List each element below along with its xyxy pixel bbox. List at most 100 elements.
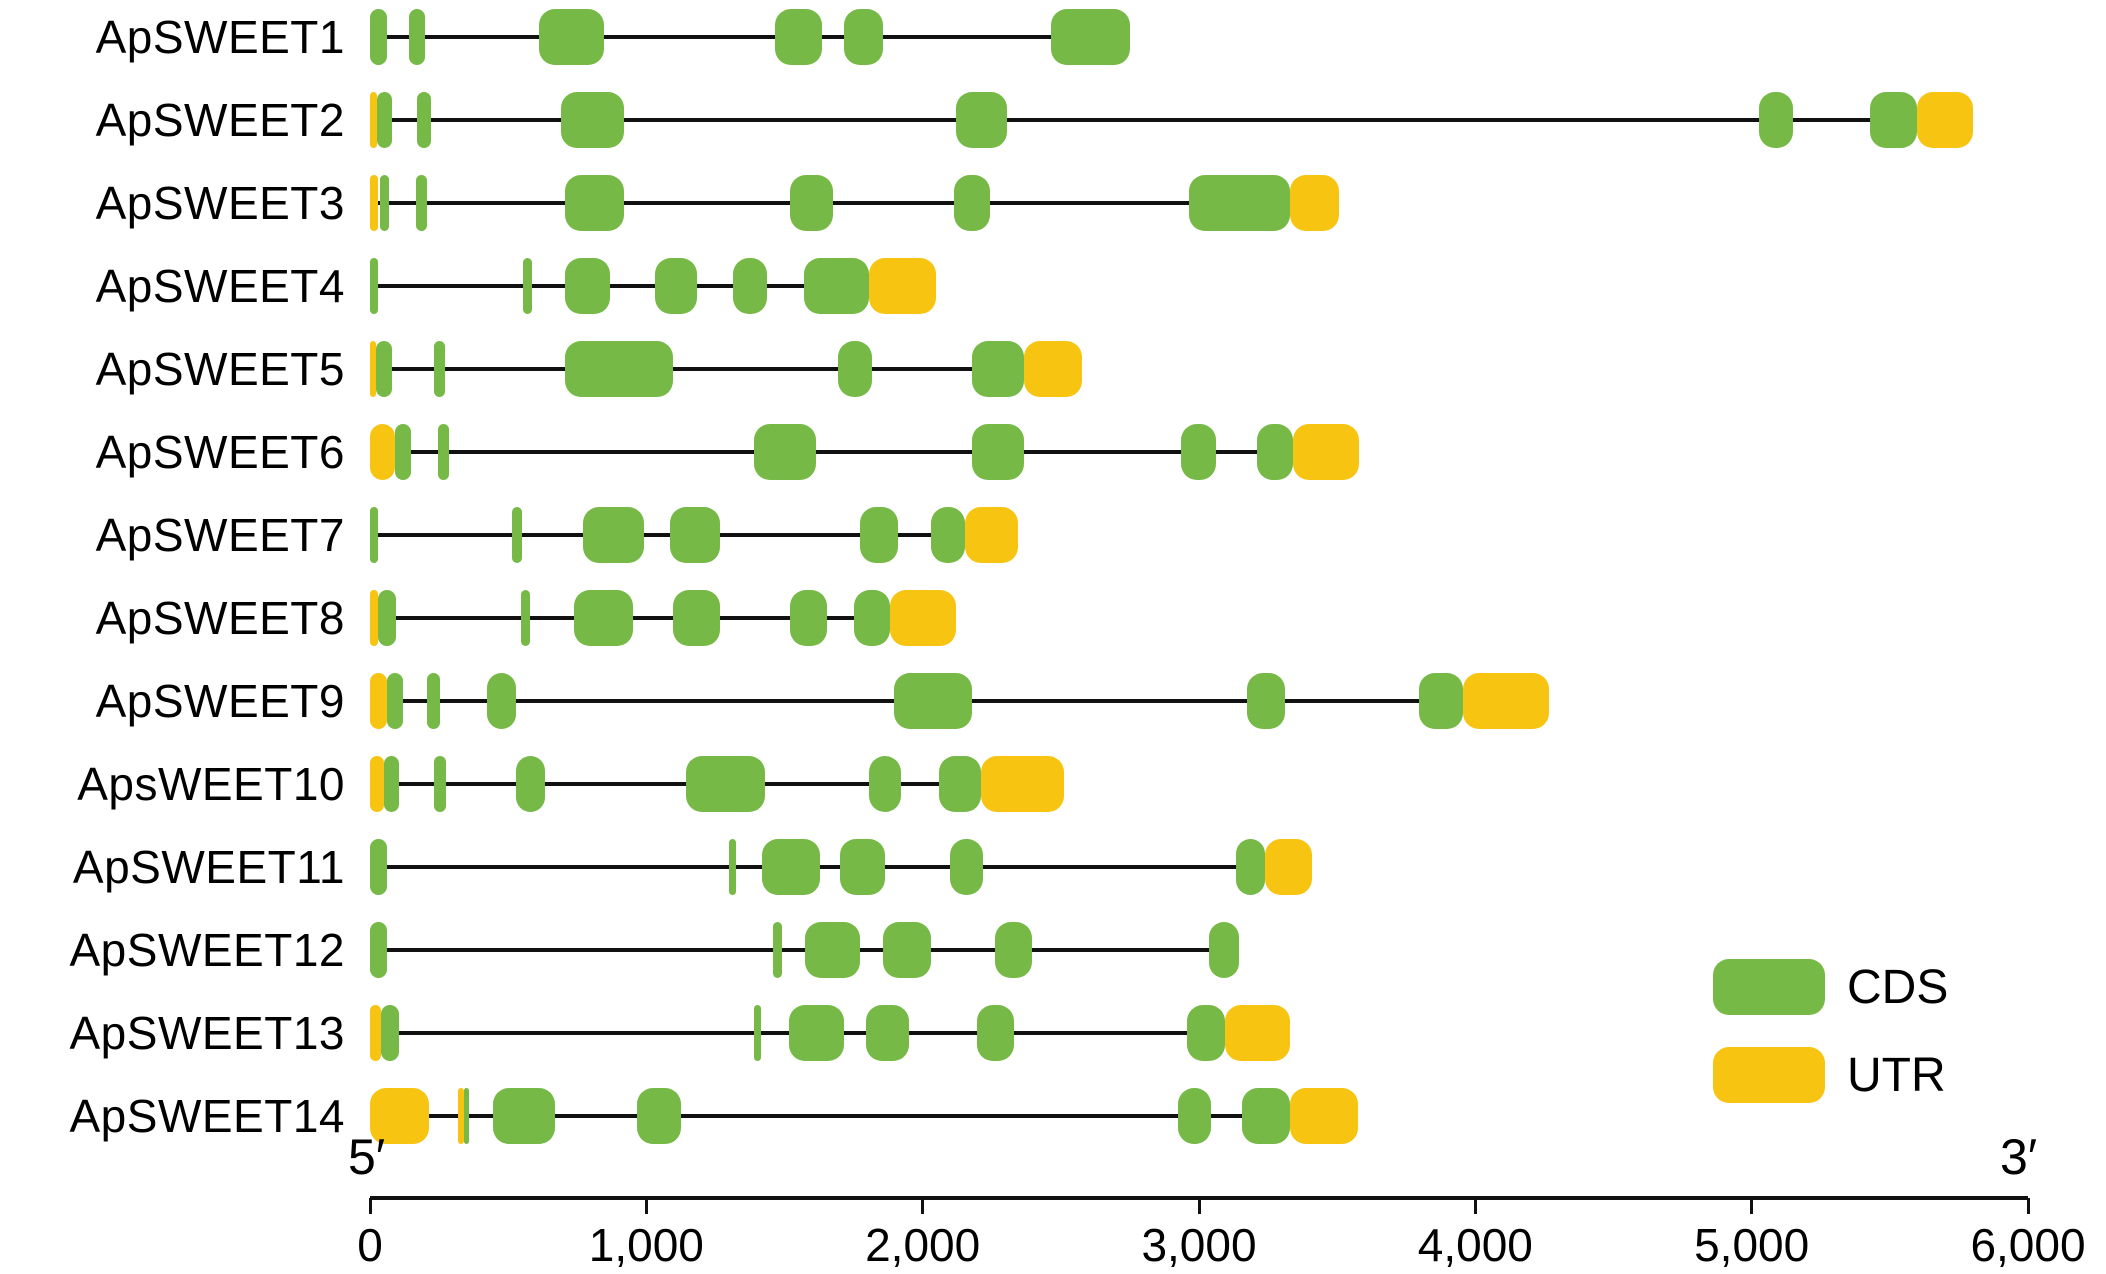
cds-exon: [860, 507, 898, 563]
gene-label: ApSWEET14: [69, 1090, 345, 1142]
axis-tick: [1750, 1198, 1754, 1214]
gene-label: ApsWEET10: [77, 758, 345, 810]
legend-swatch-utr: [1713, 1047, 1825, 1103]
cds-exon: [790, 590, 828, 646]
cds-exon: [512, 507, 522, 563]
cds-exon: [378, 590, 397, 646]
cds-exon: [672, 590, 720, 646]
axis-tick: [1197, 1198, 1201, 1214]
cds-exon: [853, 590, 890, 646]
intron-line: [370, 616, 956, 620]
intron-line: [370, 948, 1240, 952]
legend-swatch-cds: [1713, 959, 1825, 1015]
utr-region: [370, 175, 379, 231]
utr-region: [980, 756, 1064, 812]
utr-region: [1292, 424, 1360, 480]
cds-exon: [381, 1005, 399, 1061]
cds-exon: [416, 92, 431, 148]
utr-region: [370, 590, 379, 646]
cds-exon: [564, 258, 611, 314]
utr-region: [1265, 839, 1313, 895]
intron-line: [370, 201, 1339, 205]
cds-exon: [955, 92, 1007, 148]
cds-exon: [1051, 9, 1130, 65]
gene-label: ApSWEET2: [95, 94, 345, 146]
cds-exon: [669, 507, 720, 563]
gene-row: ApsWEET10: [0, 746, 2106, 822]
gene-row: ApSWEET4: [0, 248, 2106, 324]
five-prime-label: 5′: [348, 1129, 386, 1185]
gene-label: ApSWEET12: [69, 924, 345, 976]
cds-exon: [754, 424, 817, 480]
cds-exon: [463, 1088, 470, 1144]
gene-label: ApSWEET1: [95, 11, 345, 63]
three-prime-label: 3′: [2000, 1129, 2038, 1185]
intron-line: [370, 284, 937, 288]
utr-region: [1225, 1005, 1291, 1061]
utr-region: [370, 673, 387, 729]
utr-region: [370, 756, 384, 812]
gene-row: ApSWEET11: [0, 829, 2106, 905]
axis-tick-label: 5,000: [1694, 1219, 1810, 1271]
cds-exon: [972, 341, 1024, 397]
cds-exon: [729, 839, 737, 895]
cds-exon: [370, 507, 379, 563]
cds-exon: [839, 839, 886, 895]
cds-exon: [564, 341, 673, 397]
cds-exon: [376, 92, 393, 148]
utr-region: [370, 92, 377, 148]
cds-exon: [868, 756, 901, 812]
utr-region: [889, 590, 956, 646]
axis-tick-label: 1,000: [588, 1219, 704, 1271]
cds-exon: [1181, 424, 1216, 480]
axis-tick: [2026, 1198, 2030, 1214]
gene-label: ApSWEET5: [95, 343, 345, 395]
cds-exon: [1247, 673, 1285, 729]
intron-line: [370, 1114, 1358, 1118]
cds-exon: [866, 1005, 909, 1061]
cds-exon: [383, 756, 399, 812]
cds-exon: [774, 9, 822, 65]
cds-exon: [838, 341, 872, 397]
cds-exon: [370, 922, 387, 978]
cds-exon: [437, 424, 449, 480]
cds-exon: [1758, 92, 1794, 148]
cds-exon: [520, 590, 531, 646]
cds-exon: [803, 258, 869, 314]
utr-region: [370, 341, 376, 397]
cds-exon: [492, 1088, 556, 1144]
axis-tick: [1473, 1198, 1477, 1214]
cds-exon: [516, 756, 546, 812]
legend-label: UTR: [1847, 1048, 1946, 1102]
legend-item: UTR: [1713, 1046, 1948, 1104]
cds-exon: [386, 673, 404, 729]
cds-exon: [560, 92, 625, 148]
utr-region: [965, 507, 1018, 563]
intron-line: [370, 35, 1130, 39]
intron-line: [370, 118, 1973, 122]
gene-row: ApSWEET14: [0, 1078, 2106, 1154]
legend-item: CDS: [1713, 958, 1948, 1016]
gene-row: ApSWEET8: [0, 580, 2106, 656]
gene-label: ApSWEET4: [95, 260, 345, 312]
utr-region: [1290, 175, 1339, 231]
utr-region: [868, 258, 937, 314]
gene-row: ApSWEET1: [0, 0, 2106, 75]
cds-exon: [370, 9, 387, 65]
utr-region: [370, 1088, 430, 1144]
legend-label: CDS: [1847, 960, 1949, 1014]
axis-tick-label: 4,000: [1417, 1219, 1533, 1271]
gene-row: ApSWEET7: [0, 497, 2106, 573]
cds-exon: [788, 1005, 844, 1061]
axis-tick: [644, 1198, 648, 1214]
cds-exon: [893, 673, 973, 729]
cds-exon: [523, 258, 532, 314]
gene-row: ApSWEET9: [0, 663, 2106, 739]
utr-region: [370, 1005, 382, 1061]
gene-label: ApSWEET8: [95, 592, 345, 644]
cds-exon: [415, 175, 427, 231]
cds-exon: [487, 673, 517, 729]
cds-exon: [433, 341, 445, 397]
cds-exon: [1178, 1088, 1212, 1144]
intron-line: [370, 450, 1360, 454]
